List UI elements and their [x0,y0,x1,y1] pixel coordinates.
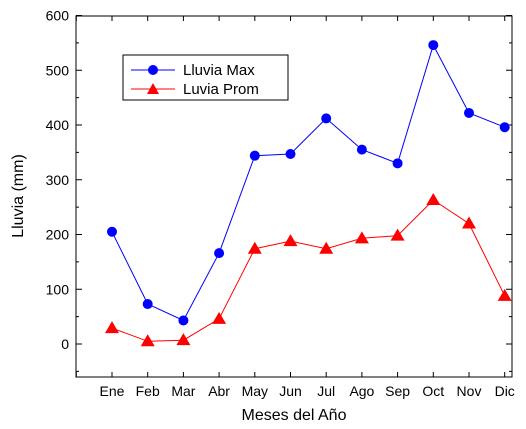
data-point [107,226,117,237]
data-point [464,107,474,118]
y-tick-label: 600 [46,8,70,24]
y-tick-label: 0 [61,336,69,352]
data-point [499,122,510,133]
legend-label-prom: Luvia Prom [183,81,259,98]
data-point [249,150,260,161]
x-tick-label: Ene [100,383,125,399]
data-point [319,241,334,254]
y-tick-label: 400 [46,117,70,133]
series-line-0 [111,43,505,322]
plot-frame [75,15,513,378]
x-tick-label: Sep [385,383,410,399]
data-point [392,158,403,169]
legend-marker-prom [147,83,159,94]
legend-marker-max [148,65,158,75]
x-tick-label: Jun [279,383,302,399]
series-line-1 [111,199,506,342]
y-tick-label: 500 [46,62,70,78]
x-tick-label: Nov [457,383,482,399]
data-point [462,216,476,229]
series-layer [105,40,512,347]
y-tick-label: 300 [46,172,70,188]
x-axis-label: Meses del Año [242,407,347,424]
data-point [428,40,439,51]
data-point [178,315,189,326]
y-axis-label: Lluvia (mm) [10,154,27,238]
data-point [140,334,155,347]
data-point [354,231,369,244]
y-tick-label: 200 [46,227,70,243]
x-tick-label: May [242,383,268,399]
x-tick-label: Ago [349,383,374,399]
x-tick-label: Oct [422,383,444,399]
data-point [390,228,405,241]
data-point [247,241,262,254]
data-point [497,288,512,301]
data-point [356,144,367,155]
x-tick-label: Jul [317,383,335,399]
data-point [105,321,119,334]
data-point [285,149,296,160]
data-point [212,311,227,324]
data-point [176,333,191,346]
x-tick-label: Dic [495,383,515,399]
y-tick-label: 100 [46,281,70,297]
data-point [426,193,441,206]
data-point [321,113,332,124]
legend: Lluvia Max Luvia Prom [122,54,289,101]
legend-label-max: Lluvia Max [183,62,255,79]
x-tick-label: Mar [171,383,195,399]
x-tick-label: Abr [208,383,230,399]
data-point [142,299,153,310]
data-point [214,248,225,259]
x-tick-label: Feb [136,383,160,399]
data-point [283,234,298,247]
axes: 0 100 200 300 400 500 600 Ene Feb Mar Abr May Jun Jul… [46,8,515,400]
